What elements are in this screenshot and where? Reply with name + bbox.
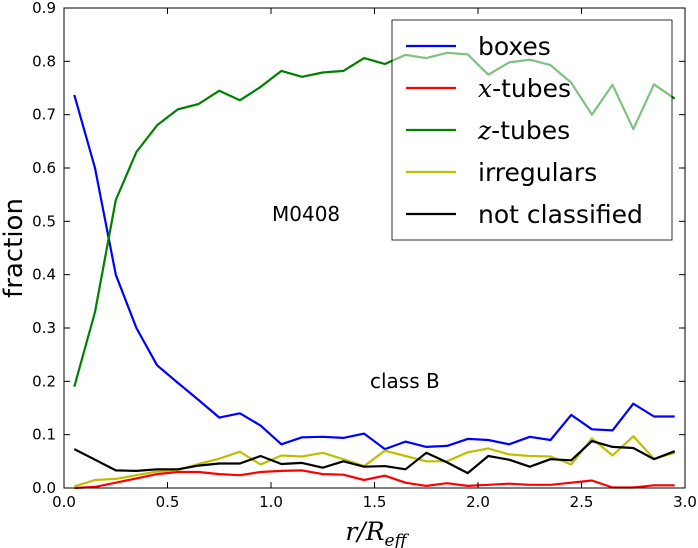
series-line-not-classified [73, 440, 676, 475]
y-axis-title: fraction [0, 198, 29, 298]
legend: boxes x-tubes z-tubes irregulars not classif… [391, 19, 673, 241]
legend-label: irregulars [478, 158, 597, 187]
legend-entries: boxes x-tubes z-tubes irregulars not classif… [406, 32, 643, 229]
legend-label: boxes [478, 32, 551, 61]
x-tick-label: 1.0 [259, 493, 283, 511]
legend-label: not classified [478, 200, 643, 229]
x-tick-label: 3.0 [673, 493, 697, 511]
x-tick-label: 2.5 [570, 493, 594, 511]
y-tick-label: 0.5 [32, 212, 56, 230]
annotation-class: class B [370, 369, 440, 393]
y-tick-label: 0.3 [32, 319, 56, 337]
y-tick-label: 0.6 [32, 159, 56, 177]
y-tick-label: 0.7 [32, 106, 56, 124]
y-tick-label: 0.1 [32, 426, 56, 444]
x-tick-label: 0.0 [52, 493, 76, 511]
x-tick-label: 1.5 [363, 493, 387, 511]
y-tick-label: 0.0 [32, 479, 56, 497]
annotation-galaxy-id: M0408 [272, 202, 340, 226]
series-line-boxes [73, 94, 675, 451]
legend-label: z-tubes [477, 116, 570, 145]
x-tick-label: 0.5 [156, 493, 180, 511]
series-line-x-tubes [74, 469, 675, 490]
legend-label: x-tubes [478, 74, 571, 103]
ticks-layer: 0.0 0.5 1.0 1.5 2.0 2.5 3.0 0.0 0.1 0.2 0.3 0.4 0.5 0… [32, 0, 697, 511]
y-tick-label: 0.9 [32, 0, 56, 17]
y-tick-label: 0.2 [32, 372, 56, 390]
x-tick-label: 2.0 [466, 493, 490, 511]
y-tick-label: 0.8 [32, 52, 56, 70]
y-tick-label: 0.4 [32, 266, 56, 284]
